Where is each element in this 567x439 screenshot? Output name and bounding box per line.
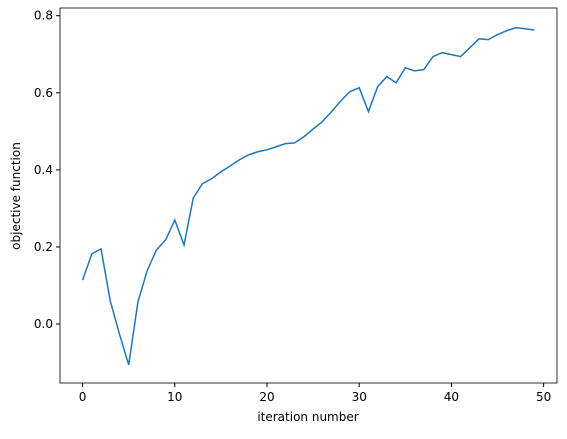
y-tick-label: 0.8 [34, 9, 53, 23]
y-tick-label: 0.4 [34, 163, 53, 177]
x-axis-label: iteration number [257, 410, 358, 424]
x-tick-label: 0 [79, 390, 87, 404]
x-tick-label: 10 [167, 390, 182, 404]
y-axis-label: objective function [9, 142, 23, 250]
y-tick-label: 0.6 [34, 86, 53, 100]
line [81, 26, 535, 366]
x-tick-label: 40 [444, 390, 459, 404]
x-tick-label: 50 [536, 390, 551, 404]
x-tick-label: 30 [352, 390, 367, 404]
x-tick-label: 20 [259, 390, 274, 404]
y-tick-label: 0.0 [34, 317, 53, 331]
plot-frame [59, 7, 558, 384]
y-tick-label: 0.2 [34, 240, 53, 254]
